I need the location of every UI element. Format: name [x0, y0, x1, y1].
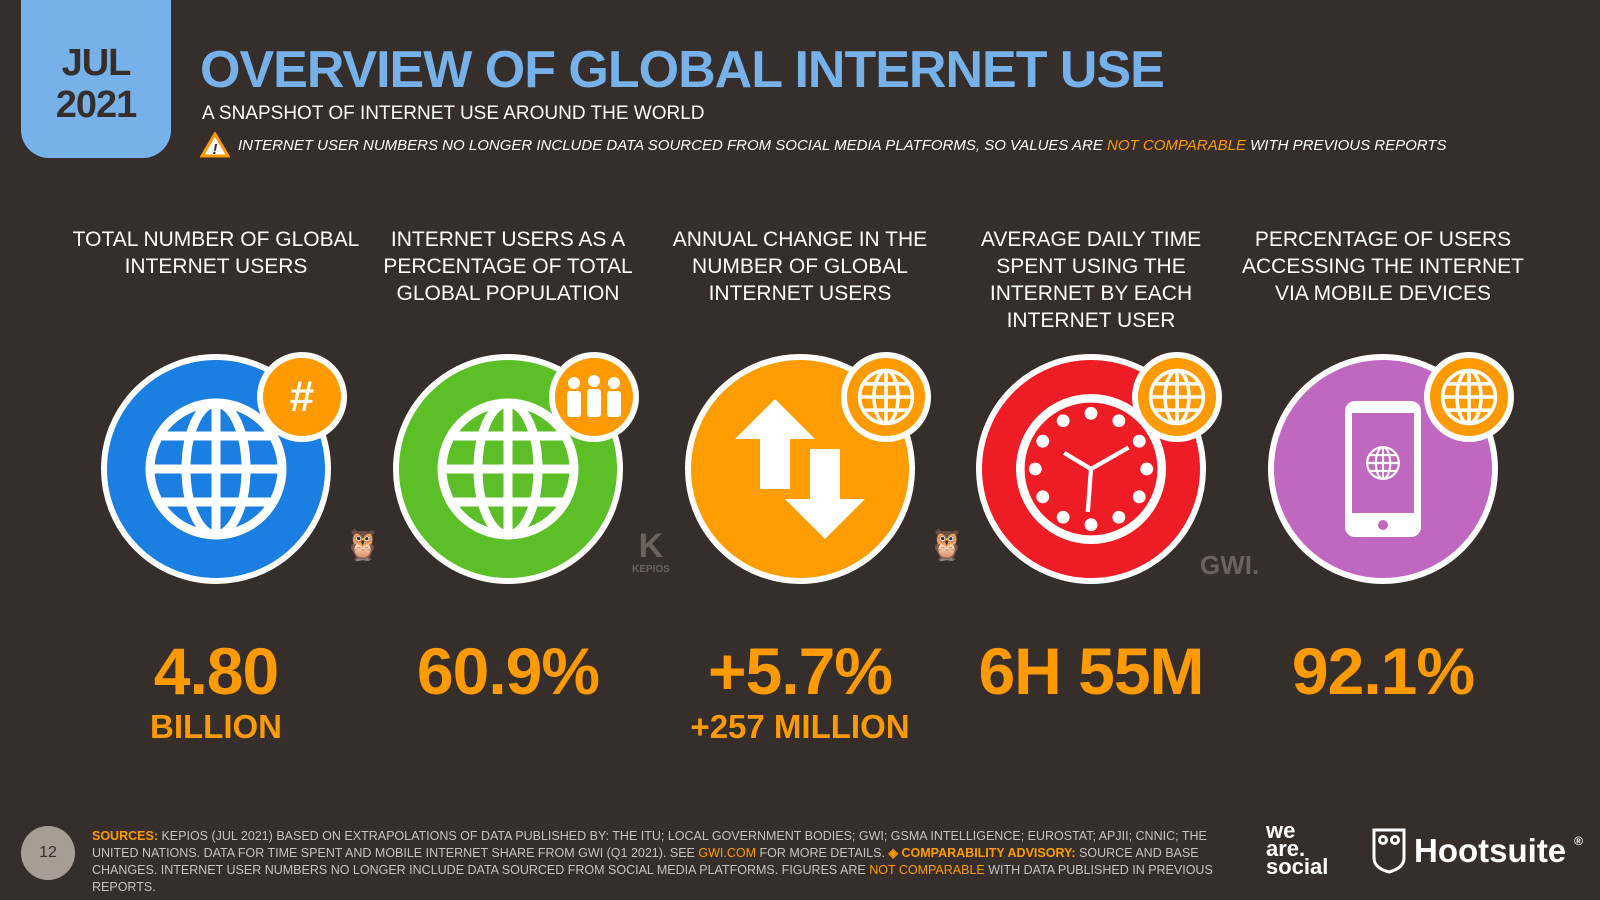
metric-value: 60.9%: [416, 634, 600, 708]
hash-icon: #: [257, 352, 347, 442]
metric-2: INTERNET USERS AS A PERCENTAGE OF TOTAL …: [363, 226, 653, 708]
up-down-arrows-icon: [735, 399, 865, 539]
warning-text: INTERNET USER NUMBERS NO LONGER INCLUDE …: [238, 136, 1108, 154]
globe-badge-icon: [841, 352, 931, 442]
gwi-watermark: GWI.: [1200, 550, 1260, 580]
owl-shield-icon: [1372, 828, 1406, 874]
page-subtitle: A SNAPSHOT OF INTERNET USE AROUND THE WO…: [202, 103, 705, 124]
metric-4: AVERAGE DAILY TIME SPENT USING THE INTER…: [946, 226, 1236, 708]
hootsuite-watermark-icon: 🦉: [344, 529, 382, 562]
metric-circle: [1268, 352, 1514, 584]
warning-icon: !: [200, 132, 230, 158]
metric-value: +5.7%: [708, 634, 893, 708]
metric-1: TOTAL NUMBER OF GLOBAL INTERNET USERS # …: [71, 226, 361, 746]
metric-value: 92.1%: [1291, 634, 1475, 708]
metric-value: 4.80: [153, 634, 279, 708]
metric-circle: #: [101, 352, 347, 584]
warning-text-end: WITH PREVIOUS REPORTS: [1245, 136, 1447, 154]
metric-sub: BILLION: [150, 708, 282, 745]
kepios-watermark: K KEPIOS: [632, 527, 670, 575]
sources-footer: SOURCES: KEPIOS (JUL 2021) BASED ON EXTR…: [92, 829, 1213, 894]
metric-sub: +257 MILLION: [690, 708, 910, 745]
svg-text:!: !: [213, 141, 218, 158]
metric-label: PERCENTAGE OF USERS ACCESSING THE INTERN…: [1242, 228, 1524, 305]
metric-circle: [976, 352, 1222, 584]
mobile-phone-icon: [1343, 399, 1423, 539]
metric-value: 6H 55M: [978, 634, 1204, 708]
metric-circle: [685, 352, 931, 584]
page-title: OVERVIEW OF GLOBAL INTERNET USE: [200, 41, 1165, 99]
date-year: 2021: [55, 84, 138, 126]
globe-icon: [141, 394, 291, 544]
clock-icon: [1016, 394, 1166, 544]
date-month: JUL: [61, 42, 132, 84]
we-are-social-logo: we are. social: [1266, 818, 1329, 879]
hootsuite-logo: Hootsuite ®: [1372, 828, 1583, 874]
gwi-link[interactable]: GWI.COM: [698, 846, 756, 860]
warning-highlight: NOT COMPARABLE: [1107, 136, 1246, 154]
globe-icon: [433, 394, 583, 544]
date-badge: JUL 2021: [21, 0, 171, 158]
metric-3: ANNUAL CHANGE IN THE NUMBER OF GLOBAL IN…: [655, 226, 945, 746]
hootsuite-watermark-icon-2: 🦉: [928, 529, 966, 562]
warning-note: ! INTERNET USER NUMBERS NO LONGER INCLUD…: [200, 132, 1447, 158]
metric-label: ANNUAL CHANGE IN THE NUMBER OF GLOBAL IN…: [672, 228, 928, 305]
people-icon: [549, 352, 639, 442]
globe-badge-icon: [1424, 352, 1514, 442]
metric-circle: [393, 352, 639, 584]
metric-label: AVERAGE DAILY TIME SPENT USING THE INTER…: [980, 228, 1202, 332]
metric-label: TOTAL NUMBER OF GLOBAL INTERNET USERS: [72, 228, 360, 278]
metric-label: INTERNET USERS AS A PERCENTAGE OF TOTAL …: [383, 228, 633, 305]
globe-badge-icon: [1132, 352, 1222, 442]
page-number: 12: [21, 826, 75, 880]
metric-5: PERCENTAGE OF USERS ACCESSING THE INTERN…: [1238, 226, 1528, 708]
